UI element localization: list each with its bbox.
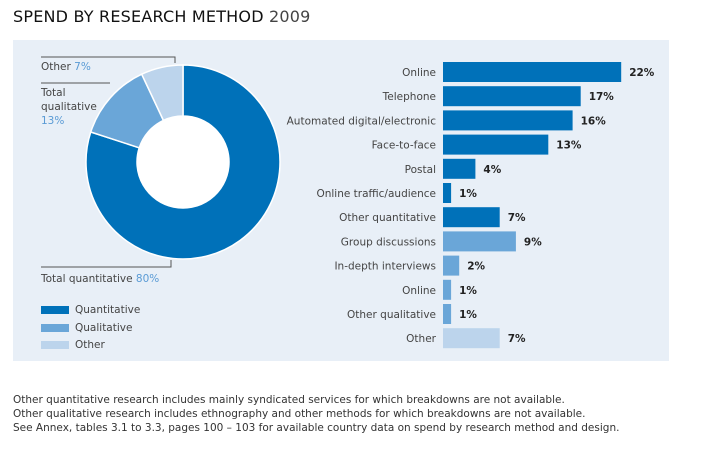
bar-label: Online	[402, 285, 436, 297]
bar-quantitative	[443, 62, 622, 82]
donut-label-quantitative: Total quantitative 80%	[41, 273, 160, 285]
bar-value-label: 1%	[459, 188, 477, 200]
bar-value-label: 1%	[459, 285, 477, 297]
bar-label: Other qualitative	[347, 309, 436, 321]
bar-label: Face-to-face	[372, 140, 436, 152]
bar-value-label: 13%	[556, 140, 582, 152]
bar-qualitative	[443, 279, 452, 300]
bar-label: Group discussions	[341, 236, 436, 248]
bar-label: Other quantitative	[339, 212, 436, 224]
legend-quantitative: Quantitative	[41, 304, 140, 316]
bar-quantitative	[443, 207, 500, 228]
title-year: 2009	[269, 7, 311, 26]
bar-chart: Online 22% Telephone 17% Automated digital/e…	[287, 62, 655, 349]
bar-value-label: 7%	[508, 212, 526, 224]
footnote-1: Other quantitative research includes mai…	[13, 394, 565, 406]
bar-label: Automated digital/electronic	[287, 115, 437, 127]
bar-label: In-depth interviews	[334, 261, 436, 273]
bar-label: Online	[402, 67, 436, 79]
bar-quantitative	[443, 134, 549, 155]
title-main: SPEND BY RESEARCH METHOD	[13, 7, 264, 26]
bar-quantitative	[443, 158, 476, 179]
bar-value-label: 4%	[483, 164, 501, 176]
bar-qualitative	[443, 255, 460, 276]
bar-quantitative	[443, 110, 573, 131]
other-leader-line	[41, 56, 176, 63]
bar-value-label: 2%	[467, 261, 485, 273]
quantitative-leader-line	[41, 260, 172, 268]
bar-label: Telephone	[382, 91, 436, 103]
bar-other	[443, 328, 500, 349]
donut-label-qualitative: Total qualitative 13%	[41, 87, 97, 127]
bar-label: Online traffic/audience	[316, 188, 436, 200]
bar-value-label: 9%	[524, 236, 542, 248]
legend-other: Other	[41, 339, 105, 351]
annotation-lines	[41, 56, 176, 268]
bar-value-label: 1%	[459, 309, 477, 321]
footnote-2: Other qualitative research includes ethn…	[13, 408, 586, 420]
bar-label: Postal	[405, 164, 436, 176]
bar-label: Other	[406, 333, 436, 345]
bar-value-label: 7%	[508, 333, 526, 345]
chart-title: SPEND BY RESEARCH METHOD 2009	[13, 7, 311, 26]
bar-value-label: 22%	[629, 67, 655, 79]
donut-hole	[137, 116, 229, 208]
bar-qualitative	[443, 231, 516, 252]
bar-quantitative	[443, 183, 452, 203]
legend-qualitative: Qualitative	[41, 322, 132, 334]
bar-value-label: 16%	[581, 115, 607, 127]
footnote-3: See Annex, tables 3.1 to 3.3, pages 100 …	[13, 422, 620, 434]
bar-qualitative	[443, 304, 452, 324]
bar-value-label: 17%	[589, 91, 615, 103]
donut-label-other: Other 7%	[41, 61, 91, 73]
bar-quantitative	[443, 86, 581, 107]
donut-chart	[85, 64, 281, 260]
